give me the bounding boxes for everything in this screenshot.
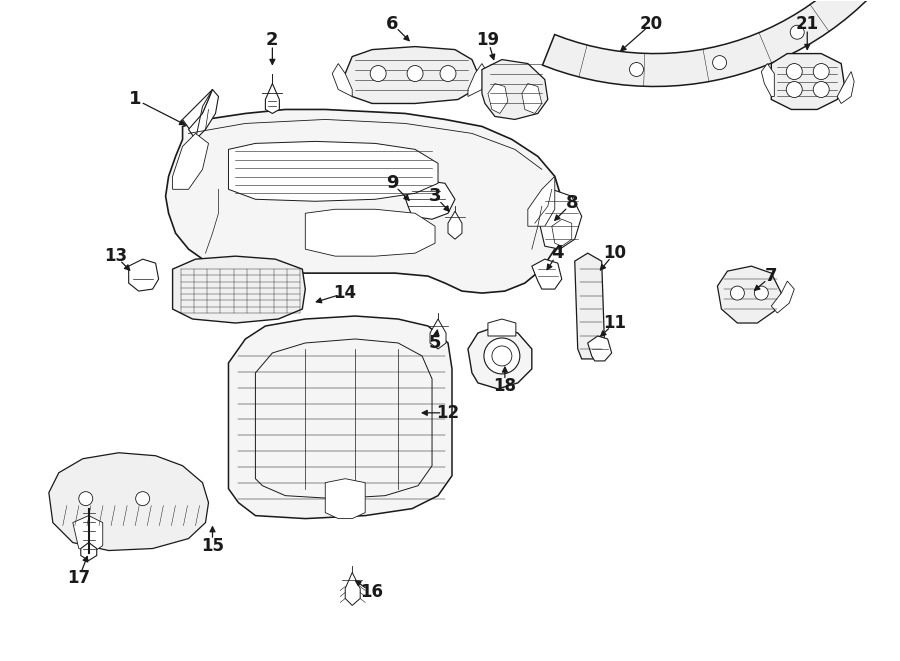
Circle shape: [787, 81, 802, 97]
Polygon shape: [468, 63, 488, 97]
Polygon shape: [488, 83, 508, 114]
Circle shape: [731, 286, 744, 300]
Polygon shape: [81, 543, 96, 561]
Text: 17: 17: [68, 570, 90, 588]
Text: 8: 8: [565, 194, 578, 212]
Circle shape: [484, 338, 520, 374]
Circle shape: [814, 81, 829, 97]
Polygon shape: [266, 83, 279, 114]
Polygon shape: [771, 54, 844, 110]
Polygon shape: [448, 212, 462, 239]
Text: 4: 4: [552, 244, 564, 262]
Text: 20: 20: [640, 15, 663, 32]
Circle shape: [136, 492, 149, 506]
Circle shape: [492, 346, 512, 366]
Polygon shape: [552, 219, 572, 246]
Polygon shape: [527, 176, 554, 226]
Polygon shape: [488, 319, 516, 336]
Text: 13: 13: [104, 247, 127, 265]
Circle shape: [787, 63, 802, 79]
Text: 11: 11: [603, 314, 626, 332]
Text: 12: 12: [436, 404, 460, 422]
Polygon shape: [837, 71, 854, 104]
Polygon shape: [482, 59, 548, 120]
Text: 6: 6: [386, 15, 399, 32]
Polygon shape: [173, 256, 305, 323]
Text: 7: 7: [765, 267, 778, 285]
Circle shape: [629, 63, 643, 77]
Polygon shape: [73, 516, 103, 553]
Polygon shape: [575, 253, 605, 359]
Circle shape: [79, 492, 93, 506]
Polygon shape: [166, 110, 562, 293]
Circle shape: [754, 286, 769, 300]
Polygon shape: [761, 63, 774, 97]
Polygon shape: [468, 326, 532, 389]
Circle shape: [407, 65, 423, 81]
Circle shape: [814, 63, 829, 79]
Polygon shape: [129, 259, 158, 291]
Polygon shape: [305, 210, 435, 256]
Polygon shape: [183, 89, 212, 134]
Polygon shape: [229, 141, 438, 201]
Text: 14: 14: [334, 284, 356, 302]
Circle shape: [370, 65, 386, 81]
Text: 19: 19: [476, 30, 500, 49]
Polygon shape: [346, 572, 360, 605]
Polygon shape: [430, 319, 446, 349]
Text: 9: 9: [386, 175, 399, 192]
Text: 3: 3: [428, 187, 441, 206]
Circle shape: [440, 65, 456, 81]
Polygon shape: [717, 266, 781, 323]
Text: 18: 18: [493, 377, 517, 395]
Polygon shape: [346, 46, 478, 104]
Polygon shape: [771, 281, 795, 313]
Text: 10: 10: [603, 244, 626, 262]
Circle shape: [790, 25, 805, 39]
Polygon shape: [189, 89, 219, 139]
Polygon shape: [332, 63, 352, 97]
Circle shape: [713, 56, 726, 69]
Text: 2: 2: [266, 30, 279, 49]
Text: 15: 15: [201, 537, 224, 555]
Polygon shape: [543, 0, 900, 87]
Polygon shape: [325, 479, 365, 519]
Polygon shape: [535, 189, 581, 249]
Polygon shape: [532, 259, 562, 289]
Polygon shape: [588, 336, 612, 361]
Polygon shape: [173, 134, 209, 189]
Text: 1: 1: [130, 91, 142, 108]
Text: 21: 21: [796, 15, 819, 32]
Text: 5: 5: [428, 334, 441, 352]
Polygon shape: [402, 179, 455, 219]
Polygon shape: [522, 83, 542, 114]
Polygon shape: [229, 316, 452, 519]
Text: 16: 16: [361, 584, 383, 602]
Polygon shape: [49, 453, 209, 551]
